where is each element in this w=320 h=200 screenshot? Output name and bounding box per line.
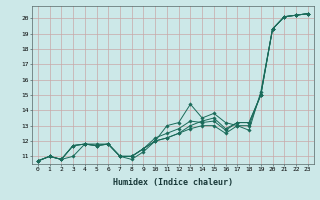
X-axis label: Humidex (Indice chaleur): Humidex (Indice chaleur) (113, 178, 233, 187)
